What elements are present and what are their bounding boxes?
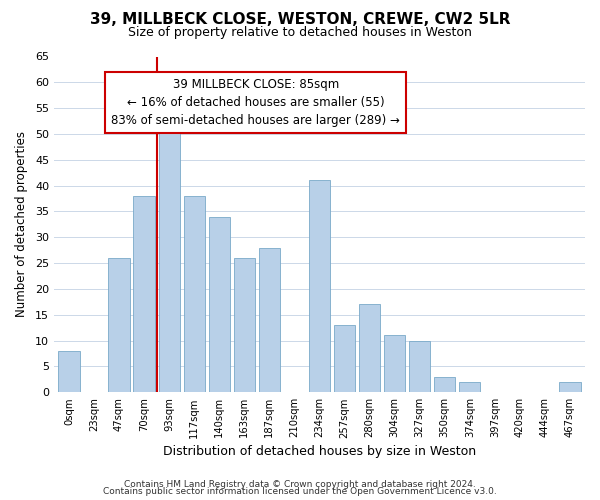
Bar xyxy=(459,382,481,392)
Bar xyxy=(158,129,180,392)
Text: Contains public sector information licensed under the Open Government Licence v3: Contains public sector information licen… xyxy=(103,488,497,496)
Text: Size of property relative to detached houses in Weston: Size of property relative to detached ho… xyxy=(128,26,472,39)
Bar xyxy=(434,377,455,392)
Bar xyxy=(334,325,355,392)
Bar xyxy=(259,248,280,392)
Bar xyxy=(58,351,80,393)
Bar xyxy=(133,196,155,392)
Bar xyxy=(309,180,330,392)
Bar xyxy=(409,340,430,392)
Bar xyxy=(184,196,205,392)
Bar xyxy=(209,216,230,392)
X-axis label: Distribution of detached houses by size in Weston: Distribution of detached houses by size … xyxy=(163,444,476,458)
Bar xyxy=(384,336,405,392)
Bar xyxy=(233,258,255,392)
Bar xyxy=(109,258,130,392)
Bar xyxy=(559,382,581,392)
Bar xyxy=(359,304,380,392)
Text: 39 MILLBECK CLOSE: 85sqm
← 16% of detached houses are smaller (55)
83% of semi-d: 39 MILLBECK CLOSE: 85sqm ← 16% of detach… xyxy=(111,78,400,128)
Y-axis label: Number of detached properties: Number of detached properties xyxy=(15,132,28,318)
Text: Contains HM Land Registry data © Crown copyright and database right 2024.: Contains HM Land Registry data © Crown c… xyxy=(124,480,476,489)
Text: 39, MILLBECK CLOSE, WESTON, CREWE, CW2 5LR: 39, MILLBECK CLOSE, WESTON, CREWE, CW2 5… xyxy=(90,12,510,28)
